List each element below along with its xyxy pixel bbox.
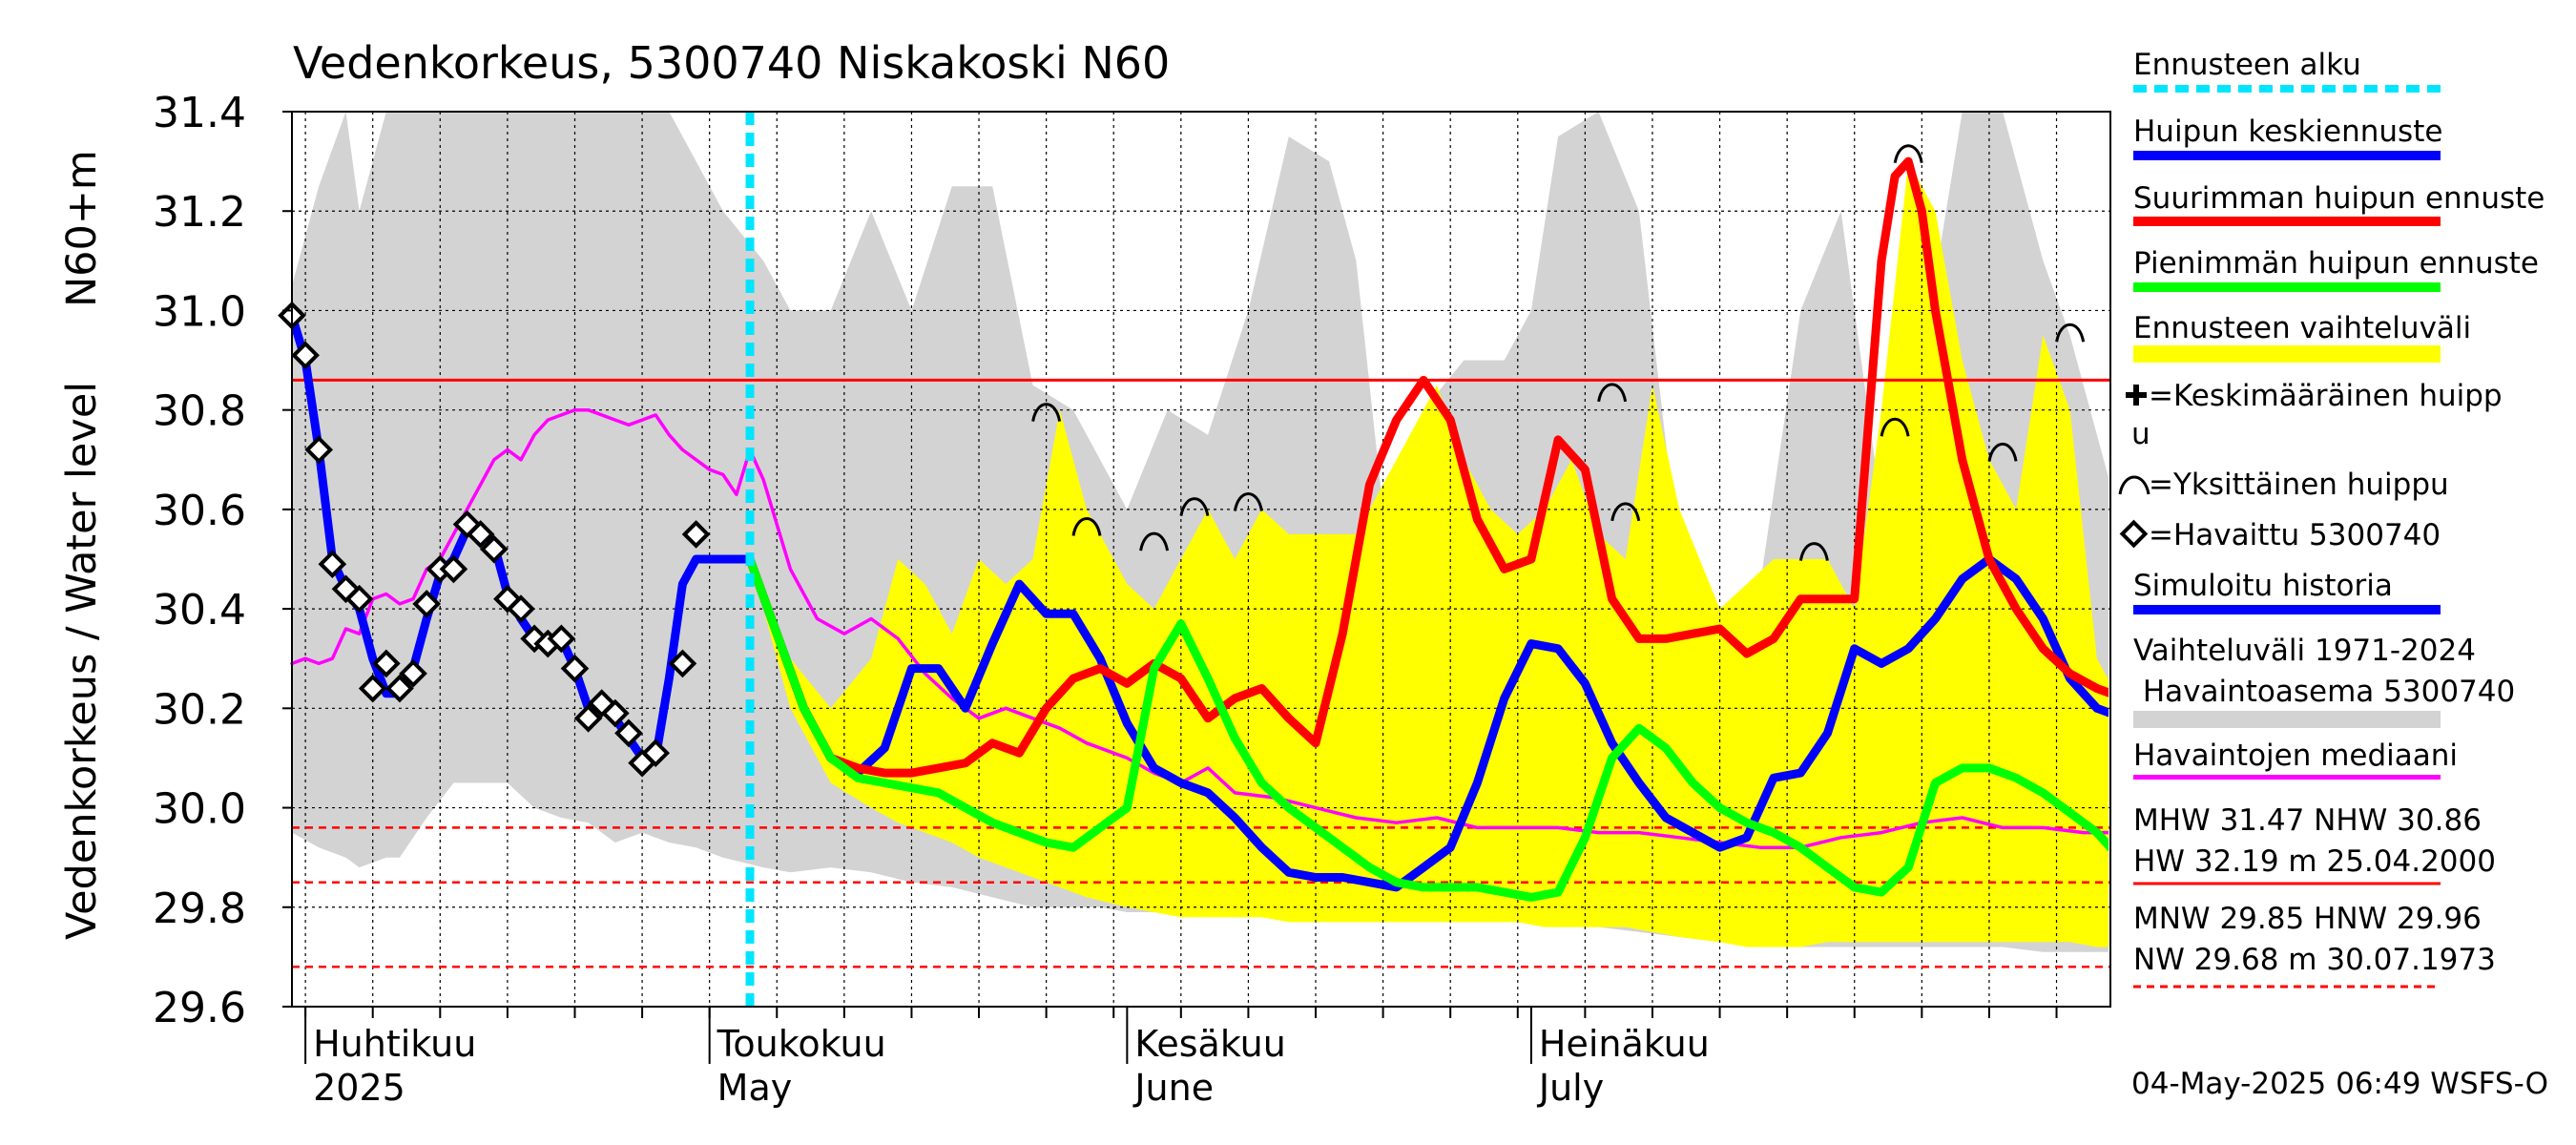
individual-peak-arc <box>1987 443 2018 462</box>
y-tick-label: 30.4 <box>153 586 246 635</box>
observed-point <box>304 435 334 465</box>
observed-point <box>331 574 361 604</box>
legend-diamond-icon <box>2119 519 2149 549</box>
y-tick-label: 29.6 <box>153 984 246 1032</box>
legend-stats-3: MNW 29.85 HNW 29.96 <box>2133 902 2482 936</box>
legend-plus-icon <box>2126 385 2147 406</box>
observed-point <box>547 624 576 654</box>
y-axis-unit: N60+m <box>58 150 106 307</box>
legend-avg-peak-label-2: u <box>2131 417 2150 451</box>
observed-point <box>439 554 468 584</box>
observed-point <box>385 674 414 703</box>
footer-timestamp: 04-May-2025 06:49 WSFS-O <box>2131 1067 2548 1101</box>
legend-max-peak-swatch <box>2133 217 2441 226</box>
observed-point <box>614 718 643 748</box>
legend-median-label: Havaintojen mediaani <box>2133 739 2458 773</box>
observed-point <box>412 590 442 618</box>
x-month-sublabel: May <box>717 1067 793 1109</box>
individual-peak-markers <box>1031 144 2086 561</box>
y-tick-label: 30.6 <box>153 487 246 535</box>
reference-lines <box>292 378 2110 968</box>
observed-point <box>318 550 347 579</box>
x-month-label: Heinäkuu <box>1539 1023 1710 1065</box>
observed-markers <box>278 301 711 778</box>
legend-stats-4: NW 29.68 m 30.07.1973 <box>2133 943 2496 977</box>
y-tick-label: 31.0 <box>153 287 246 336</box>
observed-point <box>668 649 697 678</box>
legend-stats-1: MHW 31.47 NHW 30.86 <box>2133 803 2482 838</box>
observed-point <box>507 594 535 623</box>
legend-hist-range-label-2: Havaintoasema 5300740 <box>2133 675 2515 709</box>
legend: Ennusteen alku Huipun keskiennuste Suuri… <box>2118 48 2548 1101</box>
legend-stats-2: HW 32.19 m 25.04.2000 <box>2133 844 2496 879</box>
individual-peak-arc <box>1179 497 1210 516</box>
legend-max-peak-label: Suurimman huipun ennuste <box>2133 181 2545 216</box>
legend-simulated-label: Simuloitu historia <box>2133 569 2393 603</box>
min-peak-forecast-line <box>745 554 2109 902</box>
individual-peak-arc <box>1233 492 1263 511</box>
observed-point <box>291 341 320 370</box>
individual-peak-arc <box>1610 502 1641 522</box>
band-layer <box>292 112 2109 952</box>
x-month-sublabel: 2025 <box>313 1067 405 1109</box>
forecast-range-band <box>750 161 2109 947</box>
y-tick-label: 29.8 <box>153 885 246 933</box>
observed-point <box>466 520 495 549</box>
legend-peak-arc-icon <box>2118 475 2150 495</box>
x-month-sublabel: June <box>1132 1067 1214 1109</box>
individual-peak-arc <box>1071 517 1102 536</box>
mean-peak-forecast-line <box>745 554 2109 892</box>
legend-mean-peak-label: Huipun keskiennuste <box>2133 114 2442 149</box>
legend-range-swatch <box>2133 345 2441 363</box>
legend-hist-range-label-1: Vaihteluväli 1971-2024 <box>2133 634 2476 668</box>
x-month-label: Kesäkuu <box>1134 1023 1286 1065</box>
legend-avg-peak-label-1: =Keskimääräinen huipp <box>2149 379 2503 413</box>
individual-peak-arc <box>1597 383 1628 403</box>
y-tick-label: 31.2 <box>153 188 246 237</box>
legend-range-label: Ennusteen vaihteluväli <box>2133 311 2471 345</box>
legend-min-peak-label: Pienimmän huipun ennuste <box>2133 246 2539 281</box>
observed-point <box>479 534 509 564</box>
legend-median-swatch <box>2133 775 2441 780</box>
observed-point <box>399 659 427 688</box>
individual-peak-arc <box>1139 531 1170 552</box>
observed-point <box>358 674 387 703</box>
individual-peak-arc <box>1893 144 1923 164</box>
observed-point <box>681 520 711 549</box>
observed-point <box>641 739 671 768</box>
legend-single-peak-label: =Yksittäinen huippu <box>2149 468 2449 502</box>
x-month-label: Toukokuu <box>717 1023 886 1065</box>
y-tick-label: 30.0 <box>153 785 246 834</box>
observed-point <box>601 698 630 728</box>
observed-point <box>573 703 603 733</box>
axes-layer: 29.6 29.8 30.0 30.2 30.4 30.6 30.8 31.0 31.2 31.4… <box>153 89 2058 1109</box>
max-peak-forecast-line <box>745 156 2109 778</box>
y-tick-label: 31.4 <box>153 89 246 137</box>
y-tick-label: 30.8 <box>153 387 246 436</box>
x-month-label: Huhtikuu <box>313 1023 476 1065</box>
individual-peak-arc <box>1880 418 1910 437</box>
legend-mean-peak-swatch <box>2133 151 2441 160</box>
x-month-sublabel: July <box>1537 1067 1604 1109</box>
legend-simulated-swatch <box>2133 605 2441 614</box>
y-tick-label: 30.2 <box>153 685 246 734</box>
individual-peak-arc <box>1798 542 1829 561</box>
individual-peak-arc <box>1031 403 1062 422</box>
observed-point <box>344 584 374 614</box>
observed-point <box>560 654 590 683</box>
chart-title: Vedenkorkeus, 5300740 Niskakoski N60 <box>293 37 1170 89</box>
individual-peak-arc <box>2055 323 2086 343</box>
observed-point <box>372 649 401 678</box>
y-axis-label: Vedenkorkeus / Water level <box>58 382 106 940</box>
legend-forecast-start-label: Ennusteen alku <box>2133 48 2361 82</box>
legend-observed-label: =Havaittu 5300740 <box>2149 518 2441 552</box>
plot-frame <box>291 111 2111 1008</box>
legend-hist-range-swatch <box>2133 711 2441 728</box>
legend-min-peak-swatch <box>2133 282 2441 292</box>
